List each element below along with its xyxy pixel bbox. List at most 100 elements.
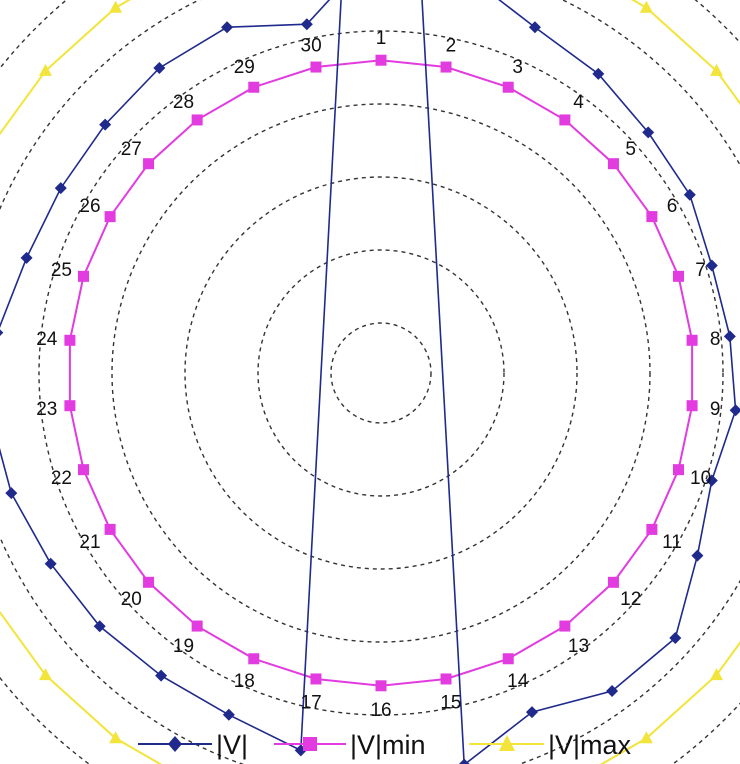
data-point [0, 329, 4, 336]
data-point [248, 81, 260, 93]
data-point [607, 158, 619, 170]
bus-label-12: 12 [620, 589, 641, 610]
data-point [723, 330, 736, 343]
bus-label-28: 28 [173, 92, 194, 113]
bus-label-13: 13 [568, 636, 589, 657]
data-point [646, 523, 658, 535]
data-point [639, 731, 653, 744]
data-point [153, 61, 166, 74]
data-point [222, 708, 235, 721]
legend-marker-vmin [303, 737, 317, 751]
data-point [109, 0, 123, 13]
bus-label-29: 29 [234, 57, 255, 78]
data-point [710, 63, 724, 76]
legend-marker-vmax [499, 735, 515, 751]
series-vmin [64, 54, 698, 692]
bus-label-26: 26 [79, 196, 100, 217]
data-point [375, 680, 387, 692]
legend-item-v: |V| [138, 730, 248, 760]
data-point [642, 126, 655, 139]
data-point [606, 685, 619, 698]
grid-ring-4 [38, 30, 724, 716]
data-point [559, 620, 571, 632]
bus-label-6: 6 [667, 196, 678, 217]
data-point [310, 61, 322, 73]
data-point [20, 251, 33, 264]
data-point [729, 404, 740, 417]
legend-marker-v [168, 736, 182, 752]
data-point [691, 549, 704, 562]
bus-label-27: 27 [121, 139, 142, 160]
data-point [64, 400, 76, 412]
data-point [639, 0, 653, 13]
data-point [44, 557, 57, 570]
legend-label-vmax: |V|max [548, 730, 632, 760]
data-point [38, 668, 52, 681]
data-point [310, 673, 322, 685]
legend-item-vmax: |V|max [469, 730, 632, 760]
data-point [99, 118, 112, 131]
data-point [607, 576, 619, 588]
data-point [143, 158, 155, 170]
bus-label-17: 17 [301, 693, 322, 714]
data-point [686, 334, 698, 346]
data-point [710, 668, 724, 681]
bus-label-5: 5 [625, 139, 636, 160]
data-point [705, 259, 718, 272]
data-point [646, 211, 658, 223]
bus-label-16: 16 [370, 700, 391, 721]
data-point [502, 81, 514, 93]
data-point [440, 673, 452, 685]
data-point [669, 631, 682, 644]
bus-label-7: 7 [695, 260, 706, 281]
grid-ring-3 [111, 103, 651, 643]
data-point [686, 400, 698, 412]
data-point [109, 731, 123, 744]
data-point [78, 464, 90, 476]
data-point [155, 669, 168, 682]
bus-label-1: 1 [376, 28, 387, 49]
data-point [191, 114, 203, 126]
data-point [300, 18, 313, 31]
data-point [54, 182, 67, 195]
bus-label-9: 9 [710, 399, 721, 420]
data-point [93, 620, 106, 633]
data-point [440, 61, 452, 73]
legend-item-vmin: |V|min [274, 730, 426, 760]
bus-label-30: 30 [301, 35, 322, 56]
bus-label-11: 11 [662, 532, 682, 553]
bus-label-20: 20 [121, 589, 142, 610]
data-point [5, 487, 18, 500]
data-point [525, 706, 538, 719]
data-point [38, 63, 52, 76]
data-point [104, 523, 116, 535]
legend-label-vmin: |V|min [350, 730, 426, 760]
data-point [683, 188, 696, 201]
bus-label-18: 18 [234, 671, 255, 692]
bus-label-22: 22 [51, 468, 72, 489]
data-point [64, 334, 76, 346]
data-point [672, 464, 684, 476]
bus-label-24: 24 [36, 329, 58, 350]
bus-label-25: 25 [51, 260, 72, 281]
bus-label-23: 23 [36, 399, 57, 420]
bus-label-15: 15 [440, 693, 461, 714]
data-point [143, 576, 155, 588]
legend: |V| |V|min |V|max [138, 730, 632, 760]
data-point [375, 54, 387, 66]
data-point [592, 67, 605, 80]
grid-ring-1 [257, 249, 505, 497]
data-point [104, 211, 116, 223]
bus-label-2: 2 [446, 35, 457, 56]
data-point [502, 653, 514, 665]
data-point [458, 758, 470, 764]
grid-ring-2 [184, 176, 578, 570]
